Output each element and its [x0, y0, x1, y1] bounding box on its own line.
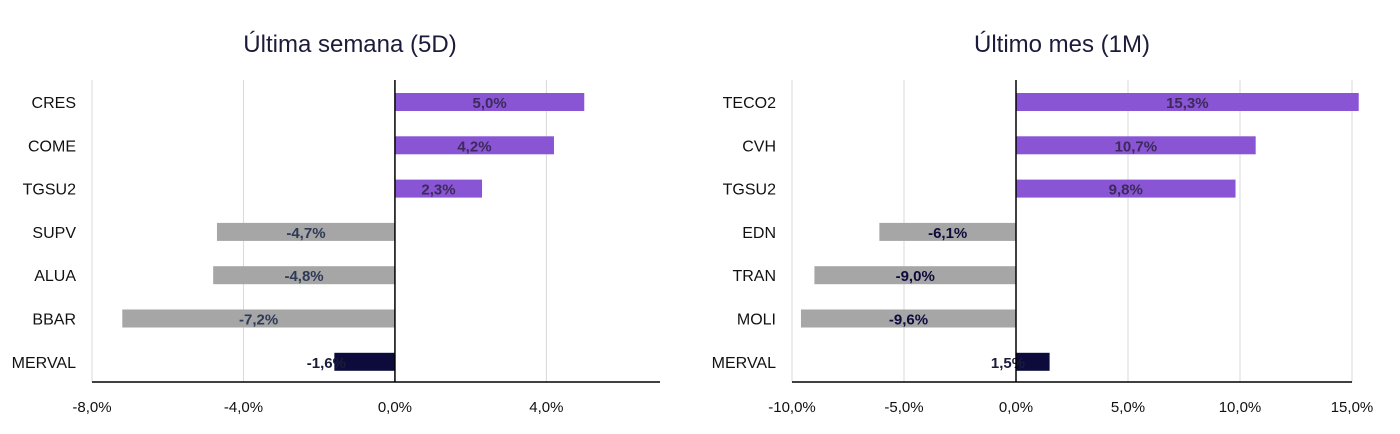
data-label: -7,2% — [239, 312, 278, 329]
bar-supv — [216, 222, 395, 241]
bar-merval — [334, 352, 395, 371]
bar-come — [394, 136, 554, 155]
category-label: TGSU2 — [23, 182, 76, 199]
weekly-chart: Última semana (5D) -8,0% -4,0% 0,0% 4,0% CRES… — [12, 31, 660, 416]
data-label: -9,6% — [889, 312, 928, 329]
bar-bbar — [122, 309, 395, 328]
data-label: -1,6% — [307, 355, 346, 372]
data-label: 5,0% — [472, 95, 506, 112]
data-label: -6,1% — [928, 225, 967, 242]
bar-alua — [213, 266, 395, 285]
bar-tgsu2 — [1016, 179, 1236, 198]
data-label: 9,8% — [1109, 182, 1143, 199]
category-label: MERVAL — [12, 355, 76, 372]
data-label: 15,3% — [1166, 95, 1209, 112]
x-tick-label: -10,0% — [768, 399, 816, 416]
x-tick-label: -4,0% — [224, 399, 263, 416]
category-label: CVH — [742, 138, 776, 155]
x-tick-label: -5,0% — [884, 399, 923, 416]
category-label: BBAR — [32, 312, 76, 329]
chart-title: Última semana (5D) — [243, 31, 456, 58]
chart-title: Último mes (1M) — [974, 31, 1150, 58]
x-tick-label: -8,0% — [72, 399, 111, 416]
x-tick-label: 0,0% — [378, 399, 412, 416]
data-label: -4,8% — [284, 268, 323, 285]
category-label: SUPV — [32, 225, 76, 242]
x-tick-label: 10,0% — [1219, 399, 1262, 416]
data-label: 4,2% — [457, 138, 491, 155]
bar-tgsu2 — [394, 179, 483, 198]
data-label: 1,5% — [991, 355, 1025, 372]
category-label: COME — [28, 138, 76, 155]
bar-moli — [800, 309, 1016, 328]
bar-teco2 — [1016, 93, 1359, 111]
x-tick-label: 15,0% — [1331, 399, 1374, 416]
monthly-chart: Último mes (1M) -10,0% -5,0% 0,0% 5,0% 10,0% 1… — [712, 31, 1374, 416]
category-label: EDN — [742, 225, 776, 242]
bar-merval — [1016, 352, 1050, 371]
bar-cvh — [1016, 136, 1256, 155]
data-label: -9,0% — [896, 268, 935, 285]
bar-edn — [879, 222, 1016, 241]
category-label: CRES — [32, 95, 76, 112]
x-tick-label: 0,0% — [999, 399, 1033, 416]
data-label: -4,7% — [286, 225, 325, 242]
x-tick-label: 5,0% — [1111, 399, 1145, 416]
data-label: 10,7% — [1115, 138, 1158, 155]
data-label: 2,3% — [421, 182, 455, 199]
category-label: MERVAL — [712, 355, 776, 372]
category-label: ALUA — [34, 268, 76, 285]
x-tick-label: 4,0% — [529, 399, 563, 416]
bar-cres — [394, 93, 585, 111]
category-label: TRAN — [732, 268, 776, 285]
category-label: MOLI — [737, 312, 776, 329]
bar-tran — [814, 266, 1016, 285]
category-label: TECO2 — [723, 95, 776, 112]
category-label: TGSU2 — [723, 182, 776, 199]
